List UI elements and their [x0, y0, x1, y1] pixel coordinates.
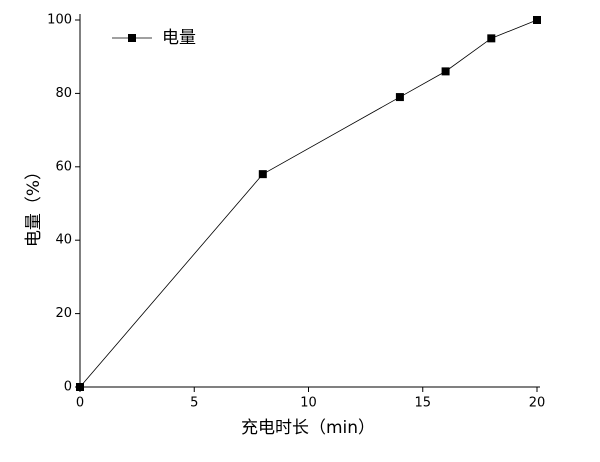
x-tick-label: 10	[300, 396, 317, 411]
x-tick-label: 15	[414, 396, 431, 411]
y-axis-label: 电量（%）	[24, 163, 44, 247]
series-line	[79, 19, 538, 388]
y-tick-label: 0	[64, 380, 72, 395]
data-point	[76, 383, 84, 391]
legend-marker	[128, 34, 136, 42]
y-tick-label: 80	[55, 86, 72, 101]
y-tick-label: 100	[47, 13, 72, 28]
y-tick-label: 60	[55, 159, 72, 174]
data-point	[395, 93, 404, 102]
x-tick-label: 0	[76, 396, 84, 411]
y-tick-label: 40	[55, 233, 72, 248]
data-point	[441, 67, 450, 76]
x-tick-label: 5	[190, 396, 198, 411]
data-point	[533, 16, 541, 24]
x-axis-label: 充电时长（min）	[241, 418, 375, 438]
data-point	[258, 170, 267, 179]
data-point	[487, 34, 496, 43]
x-tick-label: 20	[529, 396, 546, 411]
legend-label: 电量	[162, 28, 196, 48]
y-tick-label: 20	[55, 306, 72, 321]
